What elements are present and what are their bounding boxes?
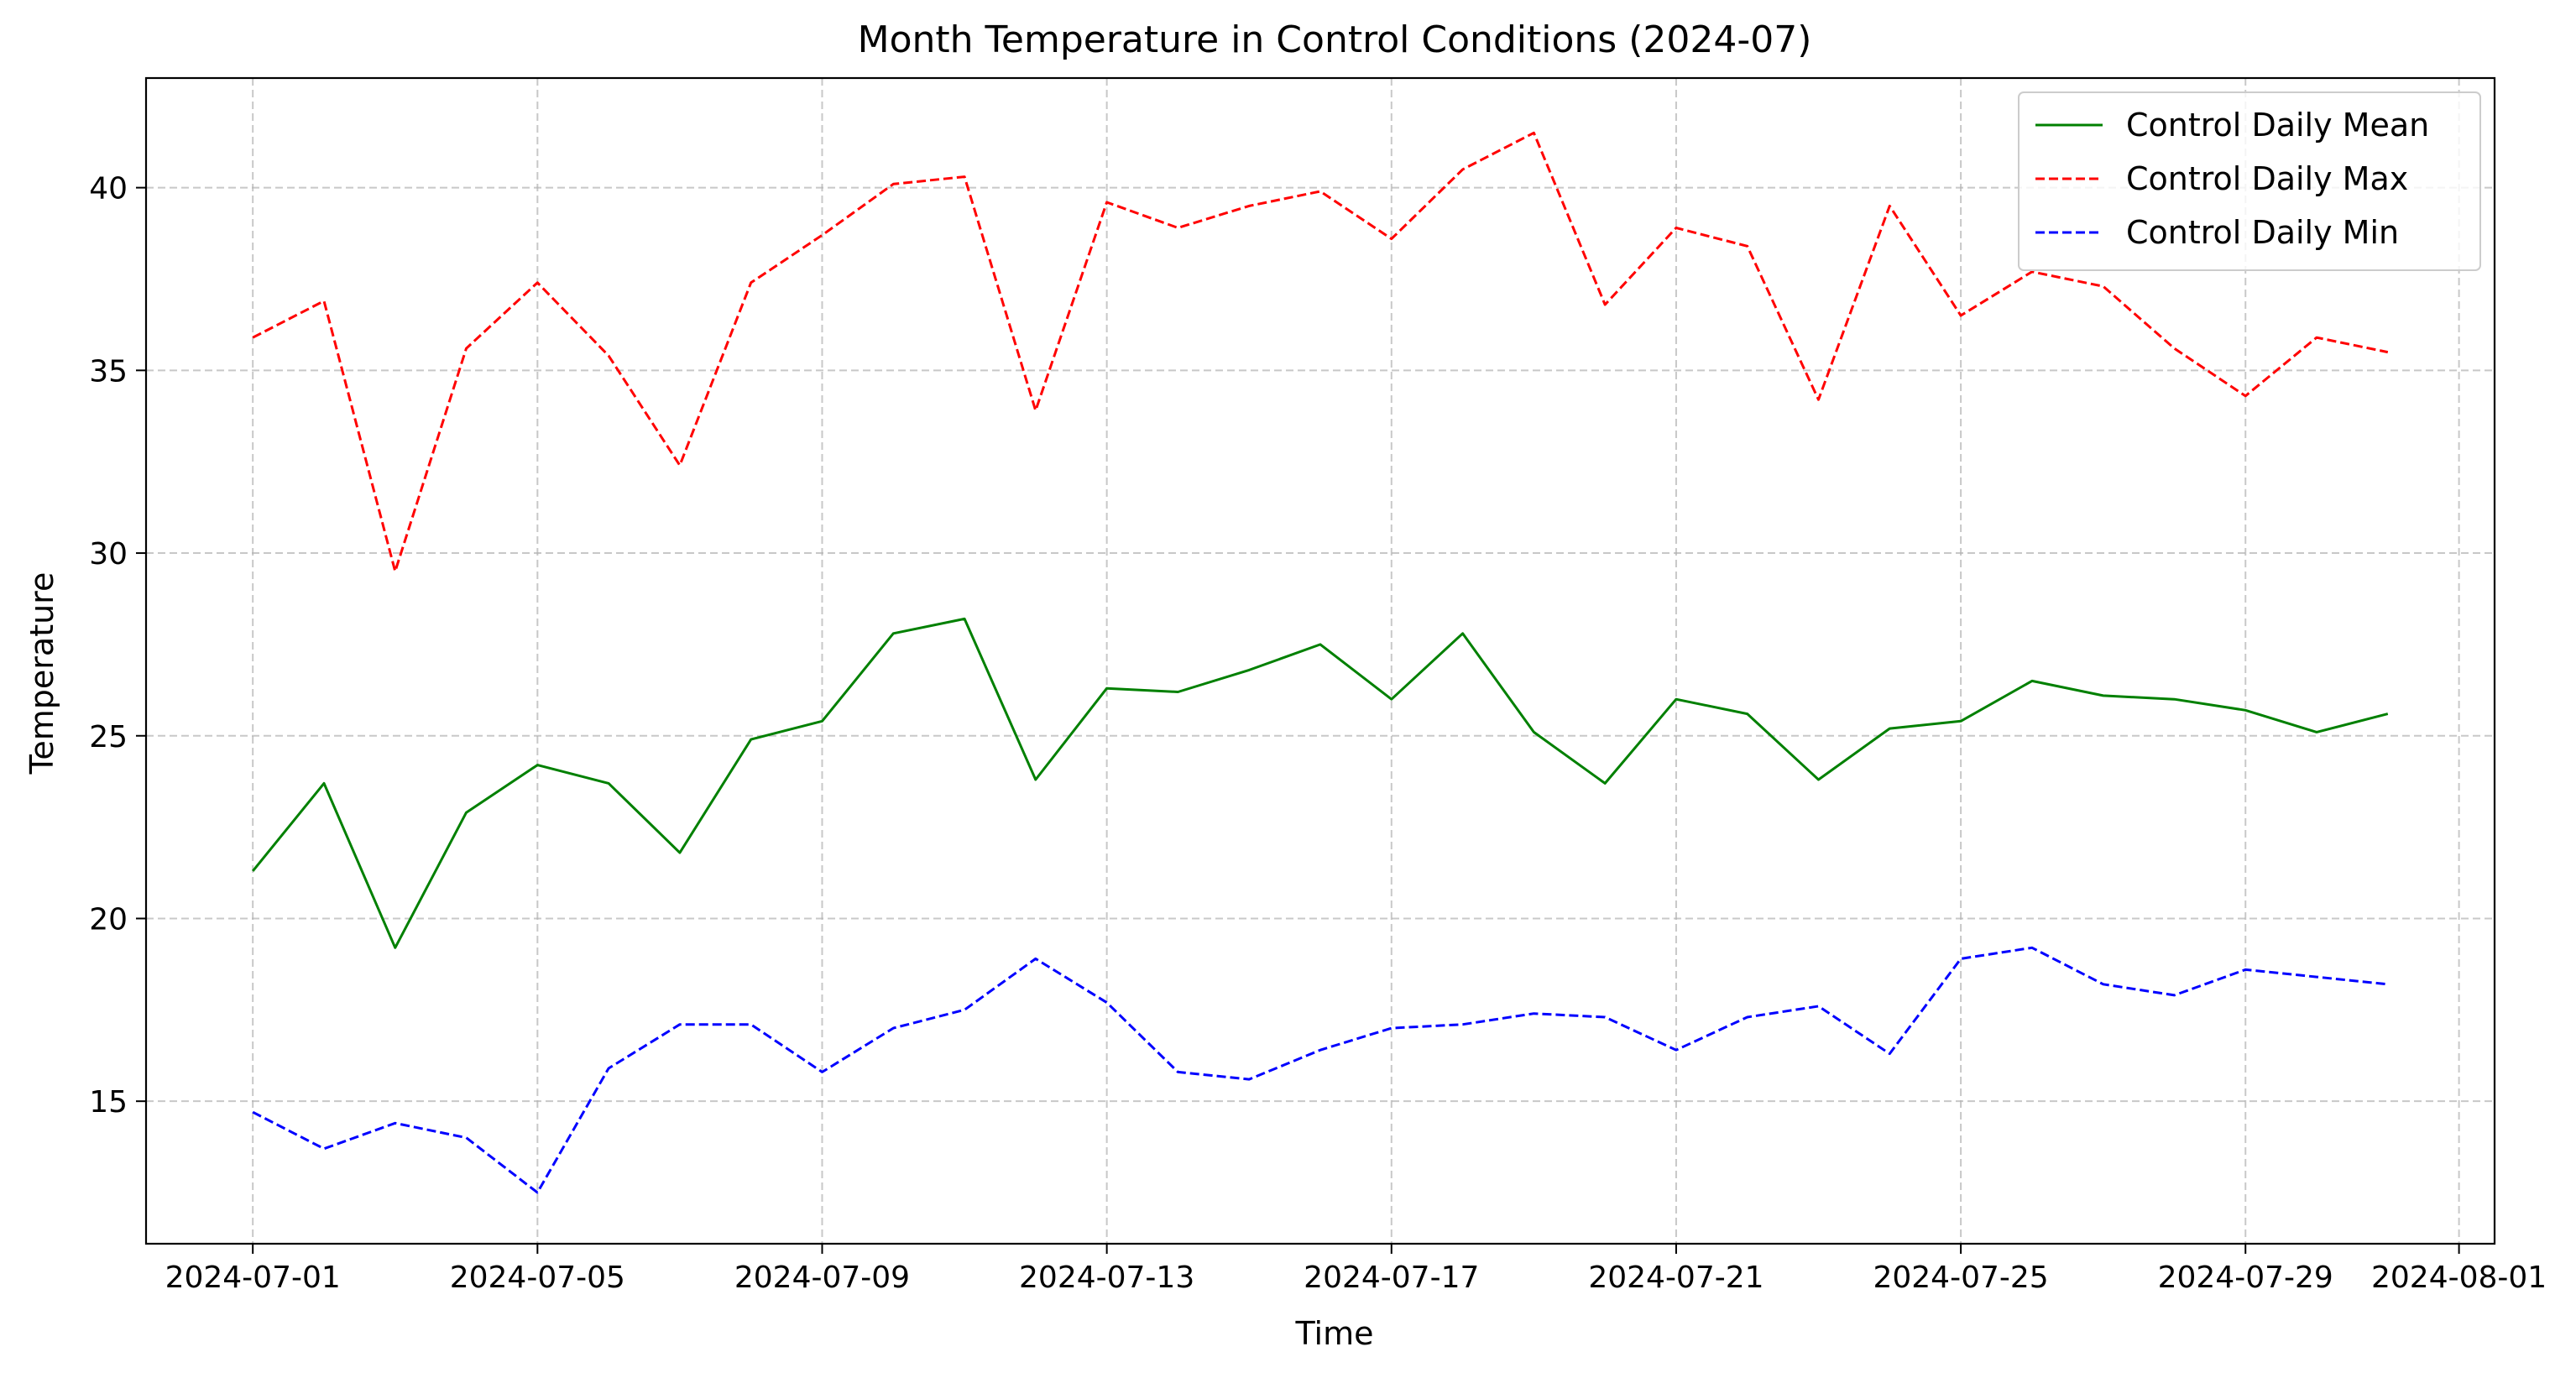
x-axis: 2024-07-01 2024-07-05 2024-07-09 2024-07-13… xyxy=(165,1244,2547,1295)
y-axis: 15 20 25 30 35 40 xyxy=(89,172,146,1120)
x-tick-label: 2024-07-17 xyxy=(1304,1261,1479,1295)
y-tick-label: 20 xyxy=(89,902,128,937)
x-tick-label: 2024-07-01 xyxy=(165,1261,341,1295)
series-line-2 xyxy=(252,131,2389,573)
plot-frame xyxy=(144,76,2496,1245)
x-axis-label: Time xyxy=(1295,1315,1374,1352)
x-tick-label: 2024-07-29 xyxy=(2158,1261,2333,1295)
legend-label: Control Daily Mean xyxy=(2126,107,2429,144)
x-tick-label: 2024-07-21 xyxy=(1588,1261,1763,1295)
y-tick-label: 35 xyxy=(89,354,128,389)
series-lines xyxy=(252,131,2389,1194)
y-tick-label: 15 xyxy=(89,1085,128,1120)
y-tick-label: 40 xyxy=(89,172,128,206)
chart-title: Month Temperature in Control Conditions … xyxy=(858,18,1812,61)
y-tick-label: 30 xyxy=(89,537,128,572)
series-line-3 xyxy=(252,946,2388,1194)
x-tick-label: 2024-08-01 xyxy=(2371,1261,2547,1295)
x-tick-label: 2024-07-13 xyxy=(1019,1261,1194,1295)
legend: Control Daily Mean Control Daily Max Contr… xyxy=(2018,91,2481,271)
x-tick-label: 2024-07-05 xyxy=(450,1261,625,1295)
legend-box xyxy=(2018,91,2481,271)
legend-label: Control Daily Max xyxy=(2126,160,2408,197)
y-axis-label: Temperature xyxy=(24,572,60,775)
series-line-1 xyxy=(252,617,2389,949)
y-tick-label: 25 xyxy=(89,720,128,754)
x-tick-label: 2024-07-09 xyxy=(734,1261,910,1295)
legend-label: Control Daily Min xyxy=(2126,214,2399,251)
x-tick-label: 2024-07-25 xyxy=(1873,1261,2048,1295)
